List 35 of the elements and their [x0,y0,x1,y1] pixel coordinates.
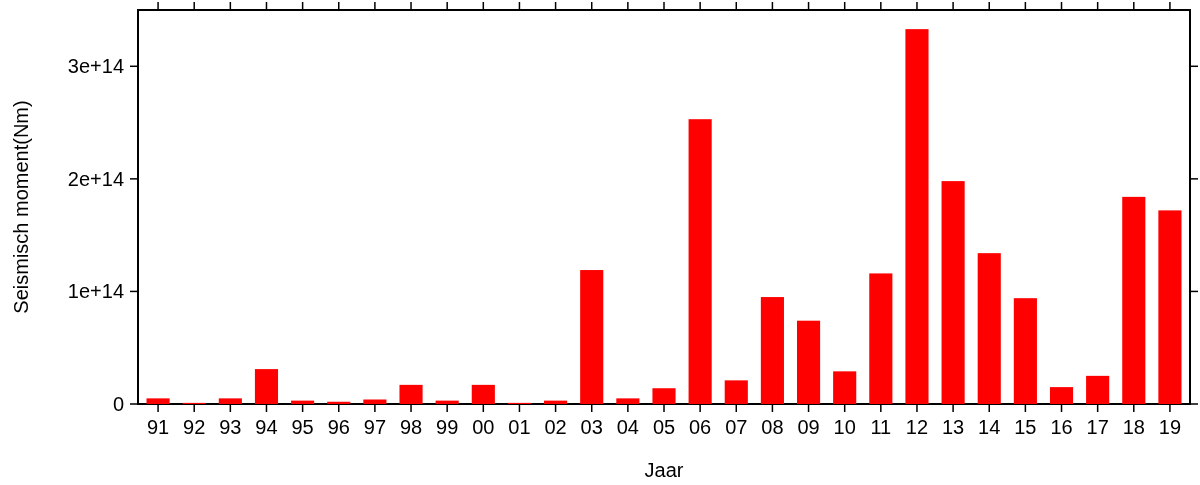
x-tick-label: 09 [797,416,820,438]
y-axis-title: Seismisch moment(Nm) [10,100,32,314]
x-tick-label: 06 [689,416,712,438]
x-tick-label: 05 [652,416,676,438]
x-tick-label: 02 [544,416,567,438]
x-tick-label: 11 [870,416,892,438]
x-tick-label: 94 [255,416,278,438]
x-tick-label: 14 [978,416,1001,438]
x-tick-label: 16 [1050,416,1073,438]
x-tick-label: 15 [1014,416,1037,438]
x-tick-label: 07 [725,416,748,438]
x-tick-label: 10 [833,416,856,438]
x-tick-label: 08 [761,416,784,438]
x-tick-label: 01 [508,416,531,438]
x-tick-label: 18 [1122,416,1145,438]
x-tick-label: 99 [436,416,459,438]
y-tick-label: 3e+14 [67,55,124,78]
x-axis-title: Jaar [644,459,684,481]
x-tick-label: 92 [183,416,206,438]
x-tick-label: 91 [146,416,170,438]
x-tick-label: 13 [941,416,965,438]
x-tick-label: 95 [291,416,314,438]
x-tick-label: 12 [905,416,929,438]
x-tick-label: 93 [219,416,242,438]
x-tick-label: 96 [327,416,350,438]
x-tick-label: 17 [1086,416,1109,438]
x-tick-label: 98 [399,416,423,438]
x-tick-label: 03 [580,416,603,438]
x-tick-label: 19 [1158,416,1182,438]
y-tick-label: 2e+14 [67,167,124,190]
y-tick-label: 0 [112,393,124,415]
x-tick-label: 97 [363,416,387,438]
y-tick-label: 1e+14 [67,280,124,303]
x-tick-label: 00 [472,416,495,438]
x-tick-label: 04 [616,416,639,438]
